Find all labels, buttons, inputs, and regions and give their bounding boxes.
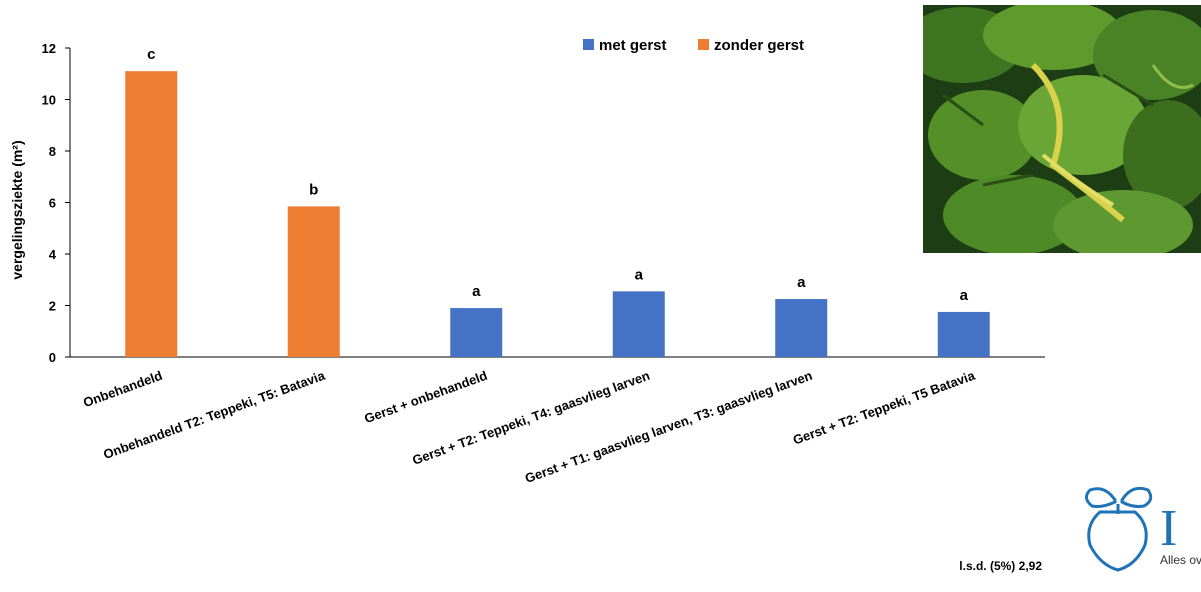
bar-met-gerst-4 bbox=[775, 299, 828, 357]
logo-wordmark: I bbox=[1160, 500, 1177, 557]
y-axis-label: vergelingsziekte (m²) bbox=[9, 140, 25, 279]
legend: met gerst zonder gerst bbox=[583, 37, 804, 54]
irs-logo: I Alles over suikerbieten bbox=[1070, 480, 1201, 592]
x-tick-label: Onbehandeld bbox=[81, 368, 164, 411]
bar-met-gerst-5 bbox=[937, 311, 990, 357]
significance-letter: a bbox=[635, 266, 644, 283]
y-tick-label: 8 bbox=[49, 144, 56, 159]
y-tick-label: 0 bbox=[49, 350, 56, 365]
sugar-beet-leaves-photo bbox=[923, 5, 1201, 253]
bar-met-gerst-2 bbox=[450, 308, 503, 357]
y-tick-label: 4 bbox=[49, 247, 57, 262]
lsd-annotation: l.s.d. (5%) 2,92 bbox=[959, 559, 1042, 573]
bars bbox=[125, 71, 990, 358]
bar-zonder-gerst-0 bbox=[125, 71, 178, 358]
x-tick-label: Gerst + onbehandeld bbox=[362, 368, 489, 426]
significance-letter: a bbox=[472, 283, 481, 300]
y-tick-label: 2 bbox=[49, 299, 56, 314]
y-tick-label: 6 bbox=[49, 196, 56, 211]
significance-letter: c bbox=[147, 46, 155, 63]
bar-zonder-gerst-1 bbox=[287, 206, 340, 357]
significance-letter: a bbox=[960, 287, 969, 304]
legend-swatch-zonder-gerst bbox=[698, 39, 709, 50]
significance-letter: b bbox=[309, 181, 318, 198]
y-axis: 0 2 4 6 8 10 12 bbox=[42, 41, 71, 365]
x-tick-label: Gerst + T1: gaasvlieg larven, T3: gaasvl… bbox=[523, 368, 814, 486]
legend-swatch-met-gerst bbox=[583, 39, 594, 50]
x-tick-label: Gerst + T2: Teppeki, T5 Batavia bbox=[791, 367, 978, 447]
bar-met-gerst-3 bbox=[612, 291, 665, 357]
significance-letter: a bbox=[797, 274, 806, 291]
significance-labels: c b a a a a bbox=[147, 46, 969, 304]
legend-label-met-gerst: met gerst bbox=[599, 37, 667, 54]
y-tick-label: 12 bbox=[42, 41, 56, 56]
legend-label-zonder-gerst: zonder gerst bbox=[714, 37, 804, 54]
y-tick-label: 10 bbox=[42, 93, 56, 108]
logo-tagline: Alles over suikerbieten bbox=[1160, 553, 1201, 567]
